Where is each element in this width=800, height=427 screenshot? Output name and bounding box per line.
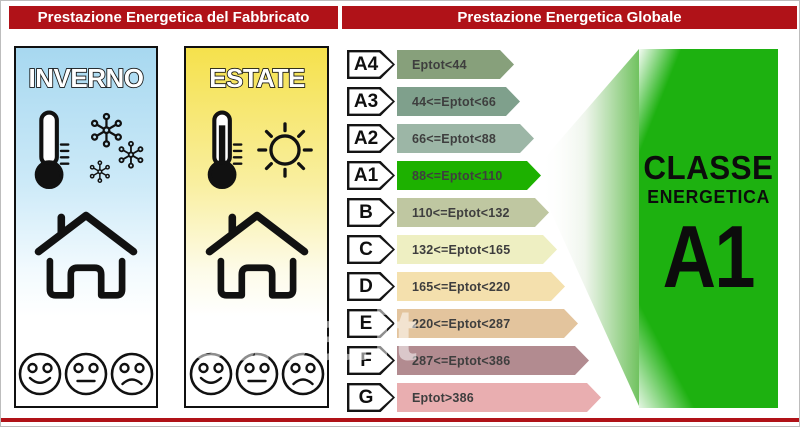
energy-class-bar: 66<=Eptot<88: [397, 124, 534, 153]
energy-class-range: 44<=Eptot<66: [412, 94, 497, 109]
result-class-value: A1: [662, 206, 756, 306]
energy-class-badge: D: [347, 272, 395, 301]
result-energetica-label: ENERGETICA: [647, 186, 770, 207]
energy-class-row: G Eptot>386: [347, 383, 637, 412]
energy-class-row: D 165<=Eptot<220: [347, 272, 637, 301]
energy-class-row: B 110<=Eptot<132: [347, 198, 637, 227]
summer-smileys: [188, 351, 326, 397]
energy-class-range: 110<=Eptot<132: [412, 205, 510, 220]
energy-class-bar: 132<=Eptot<165: [397, 235, 557, 264]
smiley-sad-icon: [281, 352, 324, 396]
energy-class-result-box: CLASSE ENERGETICA A1: [639, 49, 778, 408]
fabbricato-header-label: Prestazione Energetica del Fabbricato: [37, 9, 310, 26]
summer-title: ESTATE: [208, 62, 306, 94]
energy-class-bar: Eptot<44: [397, 50, 514, 79]
bottom-red-rule: [1, 418, 799, 422]
energy-class-range: 287<=Eptot<386: [412, 353, 511, 368]
energy-class-badge: B: [347, 198, 395, 227]
thermometer-hot-icon: [207, 110, 242, 190]
energy-class-bar: 287<=Eptot<386: [397, 346, 589, 375]
energy-class-badge: A2: [347, 124, 395, 153]
winter-smileys: [17, 351, 155, 397]
smiley-happy-icon: [18, 352, 62, 396]
energy-class-row: E 220<=Eptot<287: [347, 309, 637, 338]
energy-class-bar: 88<=Eptot<110: [397, 161, 541, 190]
winter-title-text: INVERNO: [29, 63, 144, 93]
energy-class-range: 88<=Eptot<110: [412, 168, 503, 183]
energy-class-range: 165<=Eptot<220: [412, 279, 511, 294]
energy-class-range: 66<=Eptot<88: [412, 131, 497, 146]
energy-class-range: Eptot<44: [412, 57, 467, 72]
energy-class-badge: A3: [347, 87, 395, 116]
energy-class-label: A4: [353, 53, 379, 75]
summer-icons: [198, 110, 316, 190]
energy-class-badge: G: [347, 383, 395, 412]
energy-class-rows: A4 Eptot<44 A3 44<=Eptot<66 A2 66<=Eptot…: [347, 1, 637, 426]
energy-class-badge: E: [347, 309, 395, 338]
fabbricato-header: Prestazione Energetica del Fabbricato: [9, 6, 338, 29]
energy-class-label: A2: [353, 127, 379, 149]
summer-house: [200, 204, 314, 303]
snowflakes-icon: [89, 112, 144, 183]
energy-class-badge: F: [347, 346, 395, 375]
smiley-sad-icon: [110, 352, 154, 396]
house-icon: [205, 211, 308, 299]
energy-class-row: A2 66<=Eptot<88: [347, 124, 637, 153]
result-classe-label: CLASSE: [643, 149, 774, 186]
energy-class-label: E: [359, 312, 373, 334]
summer-column: ESTATE: [184, 46, 329, 408]
globale-header-label: Prestazione Energetica Globale: [457, 9, 682, 26]
energy-class-bar: Eptot>386: [397, 383, 601, 412]
energy-class-bar: 165<=Eptot<220: [397, 272, 565, 301]
smiley-happy-icon: [189, 352, 232, 396]
sun-icon: [256, 122, 313, 178]
energy-class-row: A1 88<=Eptot<110: [347, 161, 637, 190]
energy-class-row: A3 44<=Eptot<66: [347, 87, 637, 116]
winter-house: [29, 204, 143, 303]
energy-class-label: G: [358, 386, 374, 408]
energy-class-range: 220<=Eptot<287: [412, 316, 511, 331]
energy-class-label: B: [359, 201, 373, 223]
winter-column: INVERNO: [14, 46, 158, 408]
smiley-neutral-icon: [235, 352, 278, 396]
smiley-neutral-icon: [64, 352, 108, 396]
energy-class-row: C 132<=Eptot<165: [347, 235, 637, 264]
energy-class-bar: 110<=Eptot<132: [397, 198, 549, 227]
thermometer-cold-icon: [34, 110, 70, 190]
energy-class-row: A4 Eptot<44: [347, 50, 637, 79]
energy-class-badge: C: [347, 235, 395, 264]
energy-class-row: F 287<=Eptot<386: [347, 346, 637, 375]
energy-class-bar: 44<=Eptot<66: [397, 87, 520, 116]
energy-class-label: A3: [353, 90, 379, 112]
energy-class-label: F: [360, 349, 372, 371]
energy-class-badge: A4: [347, 50, 395, 79]
energy-class-range: 132<=Eptot<165: [412, 242, 511, 257]
energy-class-badge: A1: [347, 161, 395, 190]
energy-class-label: A1: [353, 164, 379, 186]
summer-title-text: ESTATE: [209, 63, 305, 93]
energy-class-label: C: [359, 238, 373, 260]
house-icon: [34, 211, 138, 299]
energy-class-label: D: [359, 275, 373, 297]
energy-class-bar: 220<=Eptot<287: [397, 309, 578, 338]
winter-title: INVERNO: [28, 62, 145, 94]
globale-header: Prestazione Energetica Globale: [342, 6, 797, 29]
energy-class-range: Eptot>386: [412, 390, 474, 405]
winter-icons: [25, 110, 147, 190]
